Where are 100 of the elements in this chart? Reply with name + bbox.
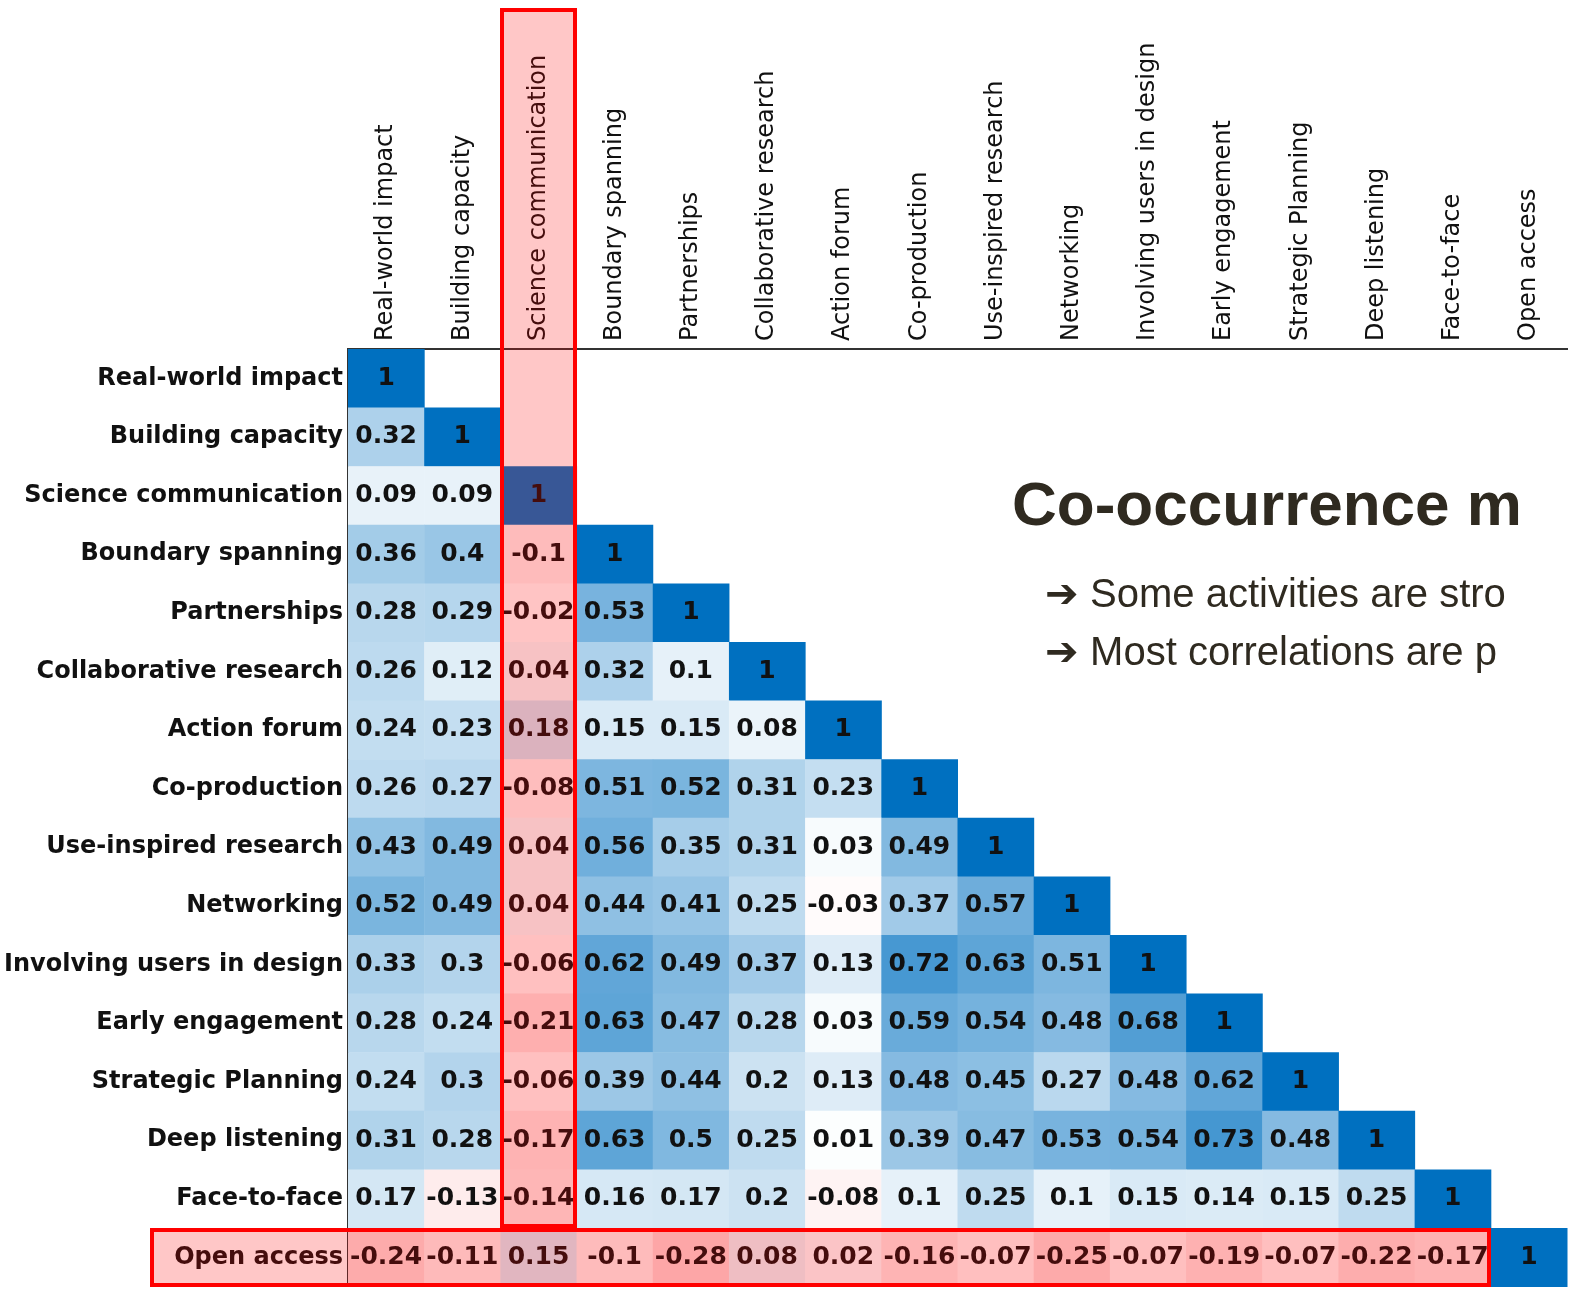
data-label: -0.06 [502, 947, 575, 977]
x-tick-label: Involving users in design [1132, 42, 1161, 341]
data-label: -0.07 [959, 1240, 1032, 1270]
data-label: 1 [1215, 1006, 1233, 1036]
data-label: -0.1 [511, 537, 566, 567]
data-label: 0.02 [812, 1240, 875, 1270]
data-label: 0.28 [736, 1006, 798, 1036]
x-tick-label: Action forum [827, 186, 856, 341]
data-label: 0.28 [355, 1006, 417, 1036]
data-label: 0.37 [736, 947, 798, 977]
data-label: -0.14 [502, 1182, 575, 1212]
y-tick-label: Involving users in design [4, 948, 343, 977]
data-label: -0.19 [1188, 1240, 1261, 1270]
y-tick-label: Science communication [24, 479, 343, 508]
data-label: 0.15 [660, 713, 722, 743]
data-label: 0.1 [1049, 1182, 1094, 1212]
data-label: 1 [453, 420, 471, 450]
data-label: 0.54 [1117, 1123, 1179, 1153]
data-label: 1 [910, 772, 929, 801]
data-label: 0.12 [431, 654, 494, 684]
data-label: 0.52 [355, 889, 417, 919]
data-label: 0.56 [583, 830, 646, 860]
data-label: 0.59 [888, 1006, 951, 1036]
data-label: 0.08 [736, 1240, 798, 1270]
data-label: 0.03 [812, 1006, 875, 1036]
y-tick-label: Boundary spanning [80, 538, 343, 567]
data-label: 0.3 [440, 947, 485, 977]
data-label: 0.15 [1269, 1182, 1332, 1212]
data-label: 0.15 [1117, 1182, 1179, 1212]
data-label: 1 [1367, 1123, 1386, 1153]
data-label: 0.04 [507, 654, 570, 684]
y-tick-label: Face-to-face [176, 1182, 343, 1211]
data-label: 0.47 [964, 1123, 1027, 1153]
data-label: 0.04 [507, 889, 570, 919]
data-label: 0.27 [431, 772, 494, 801]
x-tick-label: Networking [1056, 203, 1085, 341]
data-label: -0.17 [1416, 1240, 1489, 1270]
data-label: 0.17 [355, 1182, 417, 1212]
data-label: 0.16 [583, 1182, 646, 1212]
data-label: 0.4 [440, 537, 485, 567]
data-label: -0.21 [502, 1006, 575, 1036]
data-label: 0.5 [668, 1123, 713, 1153]
data-label: -0.22 [1340, 1240, 1413, 1270]
data-label: 1 [529, 479, 548, 508]
data-label: 0.04 [507, 830, 570, 860]
data-label: 0.25 [1345, 1182, 1408, 1212]
data-label: 0.57 [964, 889, 1027, 919]
data-label: 1 [682, 596, 700, 626]
data-label: 0.28 [431, 1123, 494, 1153]
data-label: 0.28 [355, 596, 417, 626]
x-tick-label: Strategic Planning [1284, 121, 1313, 341]
y-tick-label: Building capacity [109, 421, 344, 450]
data-label: 0.36 [355, 537, 417, 567]
data-label: 0.09 [431, 479, 494, 508]
y-tick-label: Use-inspired research [46, 831, 343, 860]
data-label: 0.15 [583, 713, 646, 743]
data-label: -0.06 [502, 1065, 575, 1094]
data-label: 0.3 [440, 1065, 485, 1094]
data-label: 0.1 [897, 1182, 942, 1212]
data-label: 0.68 [1117, 1006, 1179, 1036]
x-tick-label: Open access [1513, 188, 1542, 341]
data-label: 0.25 [736, 1123, 798, 1153]
annotation: ➔ Most correlations are p [1045, 628, 1497, 674]
x-tick-label: Science communication [522, 54, 551, 341]
data-label: 0.49 [660, 947, 722, 977]
data-label: -0.07 [1111, 1240, 1184, 1270]
data-label: -0.02 [502, 596, 575, 626]
data-label: 0.49 [431, 889, 494, 919]
y-tick-label: Co-production [151, 772, 343, 801]
data-label: 0.63 [583, 1123, 646, 1153]
data-label: 1 [605, 537, 624, 567]
data-label: 0.03 [812, 830, 875, 860]
data-label: 0.15 [507, 1240, 570, 1270]
y-tick-label: Real-world impact [97, 362, 343, 391]
data-label: 0.53 [583, 596, 646, 626]
data-label: 0.73 [1193, 1123, 1255, 1153]
data-label: 1 [1444, 1182, 1462, 1212]
x-tick-label: Early engagement [1208, 120, 1237, 341]
data-label: 1 [1063, 889, 1081, 919]
data-label: 0.23 [431, 713, 494, 743]
y-tick-label: Early engagement [96, 1007, 343, 1036]
data-label: 0.23 [812, 772, 875, 801]
data-label: 0.31 [736, 830, 798, 860]
data-label: 0.18 [507, 713, 570, 743]
text: Co-occurrence m [1012, 468, 1522, 539]
data-label: 1 [834, 713, 852, 743]
data-label: 0.44 [660, 1065, 722, 1094]
data-label: 0.26 [355, 654, 417, 684]
data-label: -0.25 [1035, 1240, 1108, 1270]
data-label: -0.07 [1264, 1240, 1337, 1270]
data-label: 0.49 [431, 830, 494, 860]
x-tick-label: Deep listening [1360, 167, 1389, 341]
data-label: 1 [1520, 1240, 1538, 1270]
data-label: 0.63 [964, 947, 1027, 977]
data-label: 0.17 [660, 1182, 722, 1212]
y-tick-label: Deep listening [146, 1124, 343, 1153]
data-label: 0.53 [1040, 1123, 1103, 1153]
data-label: -0.08 [807, 1182, 880, 1212]
data-label: -0.03 [807, 889, 880, 919]
data-label: -0.28 [654, 1240, 727, 1270]
